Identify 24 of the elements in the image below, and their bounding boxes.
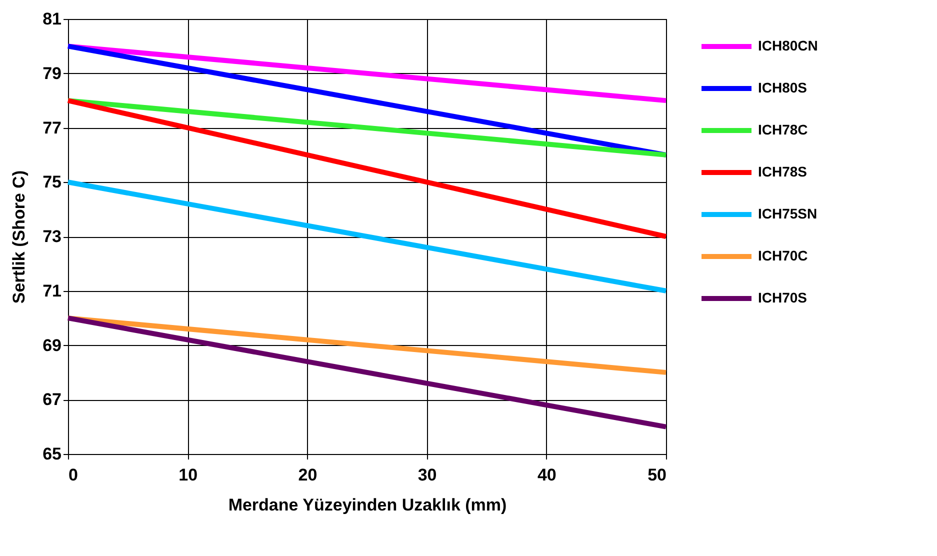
y-tick-label: 69 [42,336,62,355]
legend-label: ICH78S [758,164,808,180]
y-tick-label: 65 [42,444,62,464]
x-tick-label: 30 [418,466,437,484]
legend-label: ICH80S [758,80,808,96]
y-tick-label: 71 [42,281,62,300]
y-tick-label: 81 [42,10,62,28]
legend-label: ICH70C [758,248,808,264]
x-tick-label: 20 [298,466,318,484]
legend-label: ICH80CN [758,38,818,54]
x-tick-label: 40 [537,466,556,484]
legend-label: ICH70S [758,290,808,306]
x-tick-label: 10 [178,466,198,484]
y-tick-label: 67 [42,390,62,410]
x-axis-title: Merdane Yüzeyinden Uzaklık (mm) [228,496,507,514]
y-tick-label: 77 [42,118,62,138]
y-tick-label: 73 [42,227,62,246]
y-axis-title: Sertlik (Shore C) [10,170,29,304]
y-tick-label: 75 [42,172,62,192]
y-tick-label: 79 [42,64,62,83]
legend-label: ICH75SN [758,206,818,222]
legend-label: ICH78C [758,122,808,138]
x-tick-label: 0 [68,466,78,484]
x-tick-label: 50 [648,466,666,484]
